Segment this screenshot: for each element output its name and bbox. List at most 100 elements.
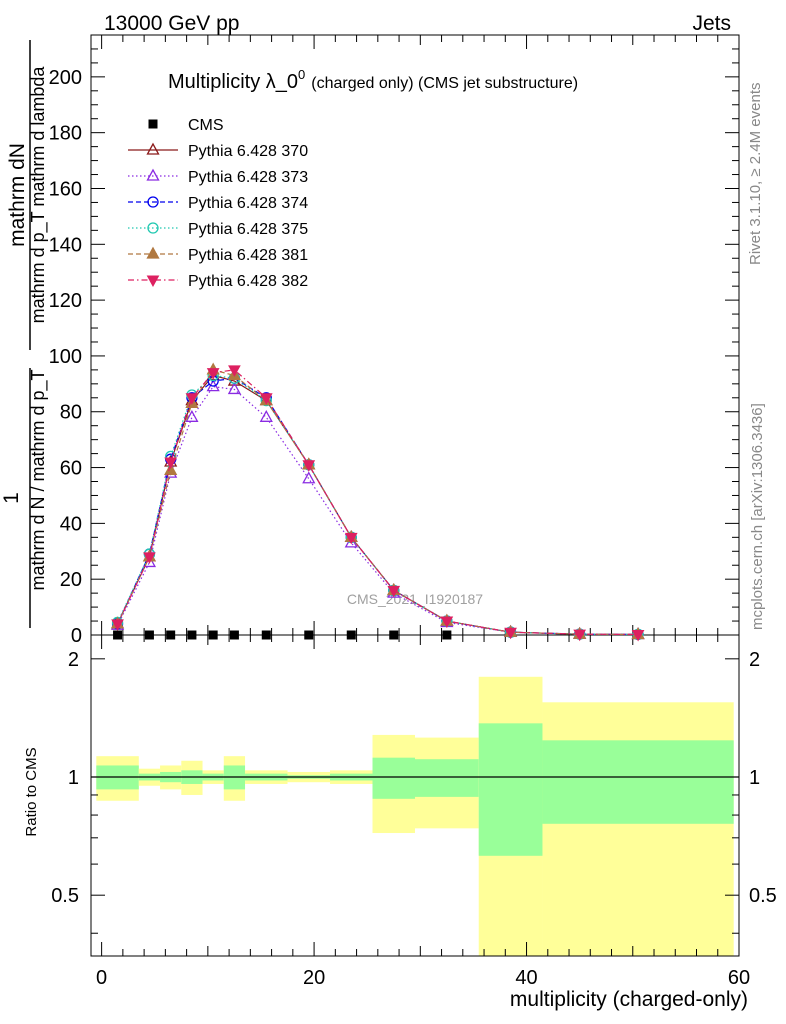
ylabel-factor-num: 1: [0, 492, 23, 504]
ylabel-factor-den: mathrm d N / mathrm d p_T: [28, 369, 49, 590]
legend-marker-0: [148, 119, 158, 129]
main-ytick-label: 0: [71, 625, 82, 647]
series-6-point-1: [143, 552, 156, 564]
legend-entry-5: Pythia 6.428 381: [128, 246, 308, 264]
main-ytick-label: 160: [49, 178, 82, 200]
header-energy: 13000 GeV pp: [104, 12, 239, 35]
ratio-ytick-label-left: 2: [68, 649, 79, 671]
series-0-point-4: [208, 630, 218, 640]
legend: CMS Pythia 6.428 370 Pythia 6.428 373 Pythi…: [128, 117, 308, 290]
ratio-stat-band-11: [478, 723, 543, 856]
series-6: [111, 365, 645, 642]
legend-marker-5: [146, 246, 160, 259]
main-ytick-label: 80: [60, 402, 82, 424]
series-0: [113, 630, 452, 640]
series-6-point-10: [440, 616, 454, 629]
main-ytick-label: 140: [49, 234, 82, 256]
main-ytick-label: 20: [60, 569, 82, 591]
series-0-point-7: [304, 630, 314, 640]
mcplots-label: mcplots.cern.ch [arXiv:1306.3436]: [749, 403, 766, 630]
chart-title-sup: 0: [298, 67, 305, 82]
series-0-point-5: [229, 630, 239, 640]
ratio-ylabel: Ratio to CMS: [23, 747, 40, 836]
legend-marker-1: [146, 142, 160, 155]
header-category: Jets: [692, 12, 731, 35]
ratio-stat-band-9: [372, 757, 415, 799]
ylabel-numerator: mathrm dN: [6, 143, 29, 247]
xtick-label: 40: [515, 967, 537, 989]
series-6-point-0: [111, 619, 124, 631]
series-6-point-3: [185, 393, 199, 405]
series-2-point-5: [227, 382, 242, 395]
legend-marker-6: [146, 275, 160, 288]
series-0-point-9: [389, 630, 399, 640]
ratio-stat-band-10: [415, 759, 479, 797]
series-0-point-1: [144, 630, 154, 640]
series-0-point-6: [261, 630, 271, 640]
legend-marker-4: [147, 222, 159, 234]
ratio-ytick-label-left: 0.5: [51, 885, 79, 907]
ratio-bands: [91, 676, 739, 956]
legend-label-0: CMS: [188, 117, 224, 134]
series-2-point-7: [302, 471, 316, 484]
main-ylabel: 1 mathrm d N / mathrm d p_T mathrm dN ma…: [0, 40, 49, 628]
legend-entry-1: Pythia 6.428 370: [128, 142, 308, 160]
main-ytick-label: 40: [60, 513, 82, 535]
xtick-label: 60: [728, 967, 750, 989]
analysis-watermark: CMS_2021_I1920187: [347, 591, 483, 607]
legend-label-3: Pythia 6.428 374: [188, 195, 308, 212]
ratio-ytick-label-left: 1: [68, 767, 79, 789]
legend-label-6: Pythia 6.428 382: [188, 273, 308, 290]
chart-title-main: Multiplicity λ_0: [168, 71, 298, 93]
main-ytick-label: 120: [49, 290, 82, 312]
series-6-point-12: [573, 629, 587, 642]
series-6-point-5: [228, 365, 241, 377]
series-line-3: [117, 377, 639, 636]
series-line-5: [117, 369, 639, 636]
series-0-point-3: [187, 630, 197, 640]
xlabel: multiplicity (charged-only): [510, 988, 748, 1011]
legend-marker-3: [147, 196, 159, 208]
legend-entry-3: Pythia 6.428 374: [128, 195, 308, 212]
main-ytick-label: 180: [49, 123, 82, 145]
main-ytick-label: 200: [49, 67, 82, 89]
ratio-ytick-label-right: 0.5: [749, 885, 777, 907]
ratio-axis-ticks: 0.5 0.51 12 20 20 40 60: [51, 635, 777, 989]
legend-label-1: Pythia 6.428 370: [188, 143, 308, 160]
ylabel-denominator: mathrm d p_T mathrm d lambda: [28, 66, 49, 324]
legend-entry-0: CMS: [148, 117, 224, 134]
series-5-point-2: [164, 463, 178, 475]
series-2-point-6: [259, 409, 273, 422]
series-0-point-0: [113, 630, 123, 640]
series-6-point-11: [504, 627, 517, 640]
ratio-stat-band-12: [542, 740, 734, 824]
main-ytick-label: 60: [60, 458, 82, 480]
legend-label-5: Pythia 6.428 381: [188, 247, 308, 264]
series-2-point-3: [185, 409, 199, 422]
legend-label-2: Pythia 6.428 373: [188, 169, 308, 186]
series-6-point-7: [302, 460, 316, 472]
series-6-point-2: [164, 457, 178, 470]
legend-entry-6: Pythia 6.428 382: [128, 273, 308, 290]
series-6-point-9: [387, 585, 401, 598]
ratio-ytick-label-right: 2: [749, 649, 760, 671]
rivet-version-label: Rivet 3.1.10, ≥ 2.4M events: [747, 83, 764, 266]
chart-title: Multiplicity λ_00 (charged only) (CMS jet…: [168, 67, 578, 93]
series-6-point-13: [631, 629, 645, 642]
legend-entry-4: Pythia 6.428 375: [128, 221, 308, 238]
series-6-point-8: [344, 532, 358, 545]
main-ytick-label: 100: [49, 346, 82, 368]
xtick-label: 20: [303, 967, 325, 989]
legend-marker-2: [146, 168, 160, 181]
series-line-4: [117, 374, 639, 636]
series-6-point-4: [206, 368, 220, 380]
series-6-point-6: [259, 393, 273, 405]
chart-title-suffix: (charged only) (CMS jet substructure): [311, 75, 578, 92]
series-0-point-10: [442, 630, 452, 640]
legend-entry-2: Pythia 6.428 373: [128, 168, 308, 186]
legend-label-4: Pythia 6.428 375: [188, 221, 308, 238]
ratio-ytick-label-right: 1: [749, 767, 760, 789]
series-layer: [110, 362, 645, 642]
series-line-2: [117, 385, 639, 636]
